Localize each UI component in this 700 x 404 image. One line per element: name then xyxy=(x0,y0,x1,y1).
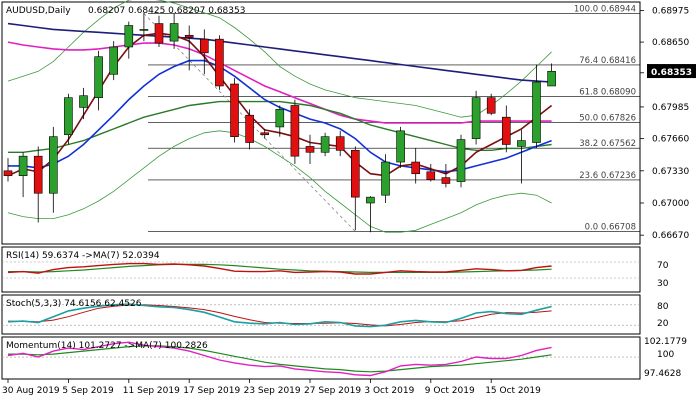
candle-bull xyxy=(381,161,390,196)
candle-bear xyxy=(184,34,194,38)
momentum-tick-100: 100 xyxy=(657,350,674,360)
fib-level-label: 61.8 0.68090 xyxy=(579,88,636,98)
candle-bull xyxy=(18,155,28,176)
axes: 0.689750.686500.683350.679850.676600.673… xyxy=(2,6,696,396)
ohlc-values-label: 0.68207 0.68425 0.68207 0.68353 xyxy=(88,6,245,16)
candle-bear xyxy=(411,161,421,175)
sma-slow-line xyxy=(7,22,552,83)
rsi-label: RSI(14) 59.6374 ->MA(7) 52.0394 xyxy=(6,251,160,261)
candle-bear xyxy=(230,83,239,137)
stoch-tick-80: 80 xyxy=(657,302,669,312)
candle-bear xyxy=(350,150,360,198)
candle-bear xyxy=(3,170,13,176)
candle-bull xyxy=(366,196,375,204)
candle-bear xyxy=(215,38,224,87)
candle-bull xyxy=(547,71,556,87)
candle-bear xyxy=(33,155,43,194)
symbol-timeframe-label: AUDUSD,Daily xyxy=(6,6,71,16)
candle-bull xyxy=(124,25,134,48)
momentum-line xyxy=(7,341,552,377)
time-axis-label: 23 Sep 2019 xyxy=(244,386,301,396)
rsi-plot xyxy=(2,261,640,279)
stoch-plot xyxy=(2,303,640,328)
candle-bull xyxy=(275,109,285,128)
price-axis-label: 0.67330 xyxy=(652,167,689,177)
candle-bear xyxy=(335,136,345,151)
stoch-label: Stoch(5,3,3) 74.6156 62.4526 xyxy=(6,299,142,309)
fib-level-label: 76.4 0.68416 xyxy=(579,56,636,66)
price-axis-label: 0.67000 xyxy=(652,199,689,209)
time-axis-label: 11 Sep 2019 xyxy=(123,386,180,396)
candle-bull xyxy=(109,46,118,75)
candle-bull xyxy=(396,130,405,163)
time-axis-label: 5 Sep 2019 xyxy=(62,386,114,396)
price-axis-label: 0.66670 xyxy=(652,231,689,241)
candle-bull xyxy=(456,139,466,182)
candle-bear xyxy=(305,146,315,153)
rsi-tick-30: 30 xyxy=(657,279,669,289)
candle-bear xyxy=(441,177,451,184)
price-axis-label: 0.68975 xyxy=(652,6,689,16)
current-price-label: 0.68353 xyxy=(651,68,692,78)
bollinger-upper-line xyxy=(7,0,552,118)
fib-level-label: 50.0 0.67826 xyxy=(579,113,636,123)
fib-level-label: 23.6 0.67236 xyxy=(579,171,636,181)
candle-bear xyxy=(245,114,254,143)
stoch-tick-20: 20 xyxy=(657,319,669,329)
time-axis-label: 30 Aug 2019 xyxy=(2,386,60,396)
candle-bull xyxy=(94,56,103,98)
rsi-tick-70: 70 xyxy=(657,261,669,271)
price-plot: 100.0 0.68944 76.4 0.68416 61.8 0.68090 50.… xyxy=(3,0,640,233)
time-axis-label: 9 Oct 2019 xyxy=(425,386,475,396)
candle-bear xyxy=(486,97,496,114)
candle-bull xyxy=(532,81,541,143)
rsi-ma-line xyxy=(8,263,552,273)
stoch-main-line xyxy=(7,303,552,328)
fib-level-label: 0.0 0.66708 xyxy=(585,222,636,232)
fib-level-label: 38.2 0.67562 xyxy=(579,139,636,149)
candle-bear xyxy=(290,105,300,157)
price-axis-label: 0.67985 xyxy=(652,103,689,113)
candle-bull xyxy=(471,97,481,139)
fib-level-label: 100.0 0.68944 xyxy=(574,4,636,14)
candle-bull xyxy=(64,97,73,136)
candle-bull xyxy=(320,136,330,153)
main-panel-frame xyxy=(1,1,641,245)
time-axis-label: 27 Sep 2019 xyxy=(304,386,361,396)
bollinger-lower-line xyxy=(7,130,552,233)
candle-bull xyxy=(139,29,149,31)
candle-bull xyxy=(169,23,179,42)
momentum-label: Momentum(14) 101.2727 ->MA(7) 100.2826 xyxy=(6,341,208,351)
rsi-line xyxy=(7,262,552,275)
momentum-plot xyxy=(2,341,640,377)
candle-bear xyxy=(260,132,270,136)
stoch-panel-frame xyxy=(1,294,641,335)
price-axis-label: 0.68650 xyxy=(652,38,689,48)
candle-bull xyxy=(48,136,58,194)
current-price-box xyxy=(647,64,696,79)
momentum-tick-low: 97.4628 xyxy=(644,369,681,379)
price-axis-label: 0.67660 xyxy=(652,135,689,145)
sma-pink-line xyxy=(7,41,552,124)
candle-bull xyxy=(79,95,88,108)
time-axis-label: 17 Sep 2019 xyxy=(183,386,240,396)
candle-bear xyxy=(501,116,511,145)
candle-bull xyxy=(517,140,526,147)
candle-bear xyxy=(200,38,209,54)
candle-bear xyxy=(154,23,164,44)
candle-bear xyxy=(426,171,436,180)
momentum-ma-line xyxy=(8,345,552,373)
momentum-tick-high: 102.1779 xyxy=(644,337,687,347)
time-axis-label: 15 Oct 2019 xyxy=(485,386,541,396)
time-axis-label: 3 Oct 2019 xyxy=(364,386,414,396)
